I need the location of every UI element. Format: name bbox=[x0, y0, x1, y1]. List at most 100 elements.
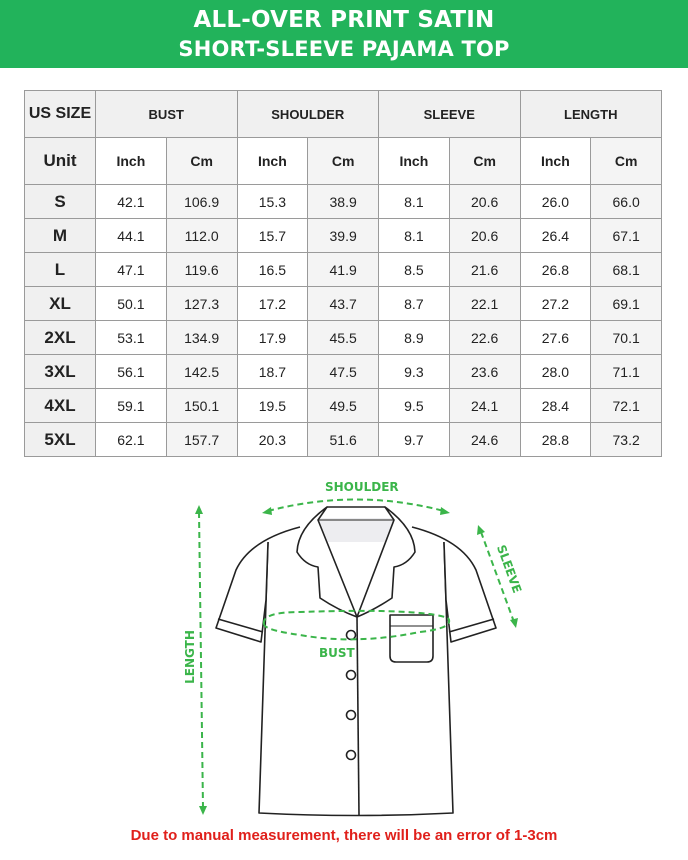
value-cell: 106.9 bbox=[165, 184, 238, 219]
unit-cell: Inch bbox=[95, 137, 167, 185]
bust-line bbox=[262, 609, 451, 641]
value-cell: 28.0 bbox=[519, 354, 592, 389]
right-collar bbox=[356, 506, 416, 618]
value-cell: 119.6 bbox=[165, 252, 238, 287]
value-cell: 127.3 bbox=[165, 286, 238, 321]
unit-cell: Inch bbox=[236, 137, 309, 185]
title-line-2: SHORT-SLEEVE PAJAMA TOP bbox=[178, 37, 510, 61]
value-cell: 142.5 bbox=[165, 354, 238, 389]
pocket bbox=[389, 614, 434, 663]
unit-cell: Inch bbox=[519, 137, 592, 185]
value-cell: 17.2 bbox=[236, 286, 309, 321]
group-bust: BUST bbox=[95, 90, 238, 138]
size-cell: M bbox=[24, 218, 96, 253]
table-row: 3XL 56.1 142.5 18.7 47.5 9.3 23.6 28.0 71.1 bbox=[24, 354, 662, 389]
unit-cell: Cm bbox=[590, 137, 662, 185]
value-cell: 70.1 bbox=[590, 320, 662, 355]
length-label: LENGTH bbox=[182, 630, 197, 684]
size-chart-table: US SIZE BUST SHOULDER SLEEVE LENGTH Unit… bbox=[24, 90, 662, 457]
value-cell: 39.9 bbox=[307, 218, 379, 253]
value-cell: 73.2 bbox=[590, 422, 662, 457]
table-row: 2XL 53.1 134.9 17.9 45.5 8.9 22.6 27.6 70.1 bbox=[24, 320, 662, 355]
value-cell: 56.1 bbox=[95, 354, 167, 389]
value-cell: 71.1 bbox=[590, 354, 662, 389]
unit-cell: Cm bbox=[165, 137, 238, 185]
value-cell: 26.0 bbox=[519, 184, 592, 219]
shirt-diagram bbox=[195, 498, 518, 817]
value-cell: 157.7 bbox=[165, 422, 238, 457]
value-cell: 28.8 bbox=[519, 422, 592, 457]
value-cell: 20.6 bbox=[448, 218, 521, 253]
value-cell: 67.1 bbox=[590, 218, 662, 253]
shirt-body bbox=[258, 541, 454, 817]
table-row: S 42.1 106.9 15.3 38.9 8.1 20.6 26.0 66.0 bbox=[24, 184, 662, 219]
shoulder-arrow bbox=[267, 498, 445, 512]
table-row: L 47.1 119.6 16.5 41.9 8.5 21.6 26.8 68.1 bbox=[24, 252, 662, 287]
value-cell: 134.9 bbox=[165, 320, 238, 355]
value-cell: 53.1 bbox=[95, 320, 167, 355]
value-cell: 47.5 bbox=[307, 354, 379, 389]
value-cell: 43.7 bbox=[307, 286, 379, 321]
value-cell: 24.1 bbox=[448, 388, 521, 423]
size-cell: 4XL bbox=[24, 388, 96, 423]
group-header-row: US SIZE BUST SHOULDER SLEEVE LENGTH bbox=[24, 90, 662, 138]
value-cell: 8.7 bbox=[378, 286, 450, 321]
value-cell: 150.1 bbox=[165, 388, 238, 423]
value-cell: 8.9 bbox=[378, 320, 450, 355]
value-cell: 51.6 bbox=[307, 422, 379, 457]
value-cell: 45.5 bbox=[307, 320, 379, 355]
group-length: LENGTH bbox=[519, 90, 662, 138]
table-row: M 44.1 112.0 15.7 39.9 8.1 20.6 26.4 67.1 bbox=[24, 218, 662, 253]
value-cell: 8.1 bbox=[378, 184, 450, 219]
value-cell: 9.5 bbox=[378, 388, 450, 423]
value-cell: 16.5 bbox=[236, 252, 309, 287]
value-cell: 22.1 bbox=[448, 286, 521, 321]
value-cell: 42.1 bbox=[95, 184, 167, 219]
size-cell: 5XL bbox=[24, 422, 96, 457]
value-cell: 49.5 bbox=[307, 388, 379, 423]
button bbox=[345, 749, 357, 761]
placket bbox=[356, 616, 360, 816]
button bbox=[345, 669, 357, 681]
button bbox=[345, 629, 357, 641]
bust-label: BUST bbox=[319, 646, 355, 660]
value-cell: 72.1 bbox=[590, 388, 662, 423]
unit-cell: Inch bbox=[378, 137, 450, 185]
size-cell: 2XL bbox=[24, 320, 96, 355]
length-arrow bbox=[198, 511, 204, 809]
value-cell: 27.6 bbox=[519, 320, 592, 355]
unit-cell: Cm bbox=[307, 137, 379, 185]
value-cell: 28.4 bbox=[519, 388, 592, 423]
left-collar bbox=[296, 506, 358, 618]
size-cell: XL bbox=[24, 286, 96, 321]
measurement-note: Due to manual measurement, there will be… bbox=[130, 827, 558, 844]
table-row: XL 50.1 127.3 17.2 43.7 8.7 22.1 27.2 69.1 bbox=[24, 286, 662, 321]
group-sleeve: SLEEVE bbox=[378, 90, 521, 138]
value-cell: 69.1 bbox=[590, 286, 662, 321]
value-cell: 50.1 bbox=[95, 286, 167, 321]
value-cell: 8.1 bbox=[378, 218, 450, 253]
size-header: US SIZE bbox=[24, 90, 96, 138]
value-cell: 22.6 bbox=[448, 320, 521, 355]
value-cell: 24.6 bbox=[448, 422, 521, 457]
value-cell: 26.4 bbox=[519, 218, 592, 253]
group-shoulder: SHOULDER bbox=[236, 90, 379, 138]
size-cell: L bbox=[24, 252, 96, 287]
value-cell: 59.1 bbox=[95, 388, 167, 423]
left-sleeve bbox=[215, 526, 301, 643]
value-cell: 20.3 bbox=[236, 422, 309, 457]
button bbox=[345, 709, 357, 721]
value-cell: 20.6 bbox=[448, 184, 521, 219]
value-cell: 68.1 bbox=[590, 252, 662, 287]
value-cell: 19.5 bbox=[236, 388, 309, 423]
value-cell: 44.1 bbox=[95, 218, 167, 253]
unit-cell: Cm bbox=[448, 137, 521, 185]
value-cell: 18.7 bbox=[236, 354, 309, 389]
value-cell: 17.9 bbox=[236, 320, 309, 355]
value-cell: 26.8 bbox=[519, 252, 592, 287]
sleeve-arrow bbox=[480, 531, 515, 623]
value-cell: 47.1 bbox=[95, 252, 167, 287]
value-cell: 9.7 bbox=[378, 422, 450, 457]
title-line-1: ALL-OVER PRINT SATIN bbox=[193, 7, 495, 33]
value-cell: 41.9 bbox=[307, 252, 379, 287]
